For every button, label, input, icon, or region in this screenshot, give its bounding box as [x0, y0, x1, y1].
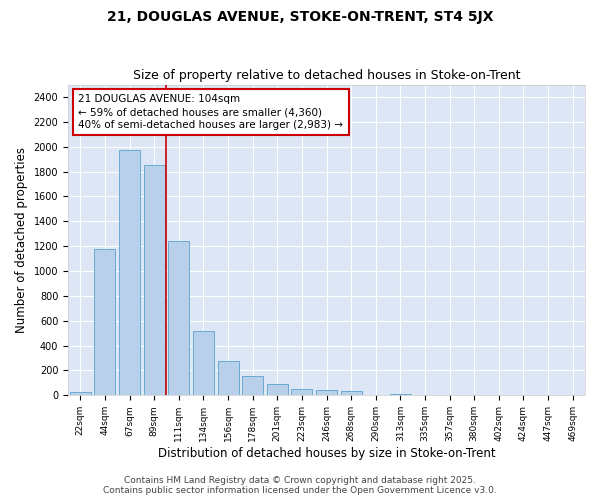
Bar	[316, 390, 337, 396]
Text: 21 DOUGLAS AVENUE: 104sqm
← 59% of detached houses are smaller (4,360)
40% of se: 21 DOUGLAS AVENUE: 104sqm ← 59% of detac…	[79, 94, 343, 130]
Bar	[390, 394, 411, 396]
Bar	[218, 361, 239, 396]
Bar	[94, 250, 115, 396]
Bar	[341, 391, 362, 396]
Title: Size of property relative to detached houses in Stoke-on-Trent: Size of property relative to detached ho…	[133, 69, 520, 82]
Text: 21, DOUGLAS AVENUE, STOKE-ON-TRENT, ST4 5JX: 21, DOUGLAS AVENUE, STOKE-ON-TRENT, ST4 …	[107, 10, 493, 24]
Text: Contains HM Land Registry data © Crown copyright and database right 2025.
Contai: Contains HM Land Registry data © Crown c…	[103, 476, 497, 495]
Bar	[365, 394, 386, 396]
Bar	[70, 392, 91, 396]
Bar	[119, 150, 140, 396]
Bar	[144, 166, 164, 396]
Bar	[267, 384, 288, 396]
X-axis label: Distribution of detached houses by size in Stoke-on-Trent: Distribution of detached houses by size …	[158, 447, 496, 460]
Y-axis label: Number of detached properties: Number of detached properties	[15, 147, 28, 333]
Bar	[292, 389, 313, 396]
Bar	[193, 332, 214, 396]
Bar	[242, 376, 263, 396]
Bar	[169, 240, 189, 396]
